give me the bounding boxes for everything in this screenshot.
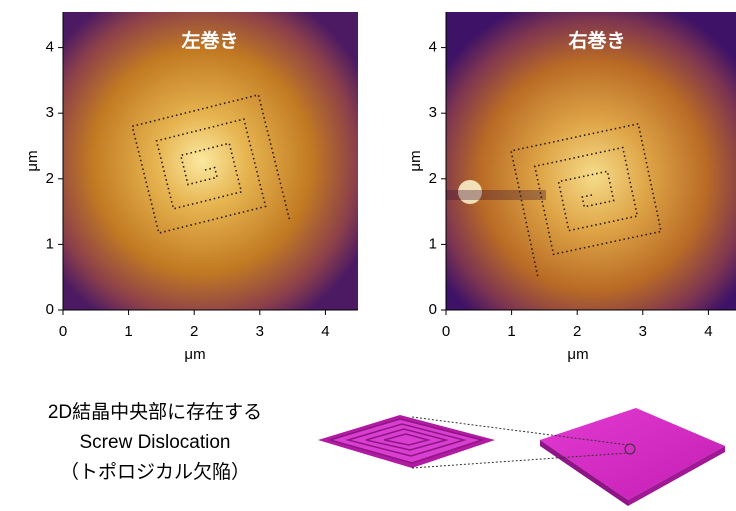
x-tick-label: 3 (639, 323, 647, 340)
afm-image-group (446, 12, 736, 310)
y-tick-label: 1 (429, 235, 437, 252)
y-tick-label: 0 (46, 301, 54, 318)
afm-image (63, 12, 358, 310)
x-tick-label: 0 (59, 323, 67, 340)
plate (540, 408, 725, 500)
figure: 0 1 2 3 4 0 1 2 3 4 μm μm 左巻き 0 1 2 3 4 0 1 2 3 4 μm μm 右巻き 2D結晶中央… (0, 0, 736, 511)
caption-line: 2D結晶中央部に存在する (48, 401, 262, 423)
y-axis-label: μm (407, 150, 424, 171)
x-tick-label: 1 (124, 323, 132, 340)
y-axis-label: μm (24, 150, 41, 171)
annotation: 左巻き (181, 29, 238, 52)
x-tick-label: 3 (256, 323, 264, 340)
x-axis-label: μm (184, 346, 205, 363)
y-tick-label: 3 (429, 104, 437, 121)
afm-image (446, 12, 736, 310)
x-tick-label: 2 (573, 323, 581, 340)
x-axis-label: μm (567, 346, 588, 363)
y-tick-label: 0 (429, 301, 437, 318)
diagram (318, 408, 725, 506)
y-tick-label: 2 (429, 170, 437, 187)
x-tick-label: 2 (190, 323, 198, 340)
annotation: 右巻き (567, 29, 625, 52)
y-tick-label: 4 (46, 39, 54, 56)
x-tick-label: 4 (321, 323, 329, 340)
y-tick-label: 1 (46, 235, 54, 252)
x-tick-label: 4 (704, 323, 712, 340)
caption-line: （トポロジカル欠陥） (60, 461, 250, 483)
artifact (446, 190, 546, 200)
x-tick-label: 1 (507, 323, 515, 340)
y-tick-label: 2 (46, 170, 54, 187)
x-tick-label: 0 (442, 323, 450, 340)
y-tick-label: 3 (46, 104, 54, 121)
y-tick-label: 4 (429, 39, 437, 56)
caption-line: Screw Dislocation (80, 432, 231, 453)
